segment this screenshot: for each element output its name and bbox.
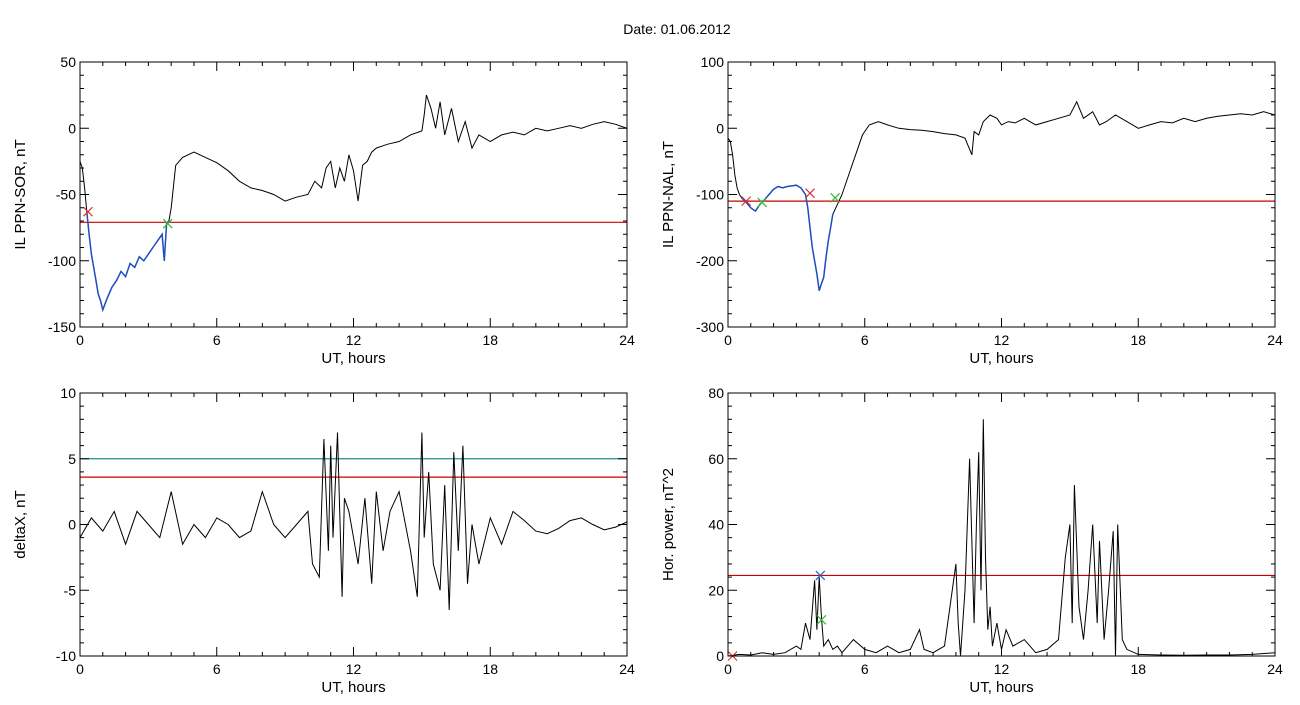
panel-power: 0 6 12 18 24 0 20 40 60 80 UT, hours Hor. power, nT… — [660, 385, 1283, 696]
y-tick-label: 0 — [716, 120, 724, 136]
series-line-power — [728, 419, 1275, 656]
y-tick-label: 40 — [708, 517, 724, 533]
marker-x — [806, 189, 815, 198]
y-tick-label: -10 — [56, 648, 76, 664]
series-line-sor — [80, 95, 627, 310]
x-tick-label: 0 — [76, 332, 84, 348]
y-tick-label: 0 — [68, 517, 76, 533]
y-tick-label: -5 — [64, 582, 77, 598]
x-tick-label: 18 — [482, 661, 498, 677]
x-tick-label: 12 — [994, 661, 1010, 677]
x-tick-label: 6 — [213, 332, 221, 348]
x-axis-label: UT, hours — [321, 679, 385, 696]
figure-canvas: Date: 01.06.2012 0 6 12 18 24-150-100-50050U… — [0, 0, 1300, 700]
x-tick-label: 12 — [994, 332, 1010, 348]
panel-sor: 0 6 12 18 24 -150 -100 -50 0 50 UT, hours IL PPN-SO… — [12, 54, 635, 367]
x-axis-label: UT, hours — [321, 350, 385, 367]
x-tick-label: 24 — [619, 332, 635, 348]
y-tick-label: -100 — [696, 187, 724, 203]
y-tick-label: -150 — [48, 319, 76, 335]
y-tick-label: 50 — [60, 54, 76, 70]
x-tick-label: 12 — [346, 332, 362, 348]
y-axis-label: deltaX, nT — [12, 490, 29, 558]
y-axis-label: Hor. power, nT^2 — [660, 468, 677, 581]
plot-frame — [80, 62, 627, 327]
marker-x — [83, 207, 92, 216]
y-tick-label: -50 — [56, 187, 76, 203]
y-tick-label: 10 — [60, 385, 76, 401]
y-tick-label: -200 — [696, 253, 724, 269]
series-line-nal — [728, 102, 1275, 291]
y-tick-label: 20 — [708, 582, 724, 598]
plot-frame — [80, 393, 627, 656]
x-tick-label: 18 — [1130, 332, 1146, 348]
y-tick-label: 0 — [716, 648, 724, 664]
figure-title: Date: 01.06.2012 — [623, 21, 731, 37]
x-tick-label: 12 — [346, 661, 362, 677]
panel-nal: 0 6 12 18 24 -300 -200 -100 0 100 UT, hours IL PPN-… — [660, 54, 1283, 367]
x-tick-label: 6 — [861, 332, 869, 348]
y-tick-label: 5 — [68, 451, 76, 467]
x-tick-label: 0 — [724, 332, 732, 348]
y-tick-label: -100 — [48, 253, 76, 269]
figure: Date: 01.06.2012 0 6 12 18 24 -150 -100 -50 0 50 U… — [0, 0, 1300, 700]
y-tick-label: 100 — [701, 54, 725, 70]
y-tick-label: 80 — [708, 385, 724, 401]
y-axis-label: IL PPN-NAL, nT — [660, 141, 677, 248]
x-tick-label: 6 — [213, 661, 221, 677]
x-tick-label: 18 — [482, 332, 498, 348]
marker-x — [758, 198, 767, 207]
x-tick-label: 18 — [1130, 661, 1146, 677]
x-axis-label: UT, hours — [969, 679, 1033, 696]
y-tick-label: -300 — [696, 319, 724, 335]
x-tick-label: 24 — [1267, 661, 1283, 677]
x-tick-label: 0 — [76, 661, 84, 677]
plot-frame — [728, 393, 1275, 656]
x-tick-label: 24 — [619, 661, 635, 677]
y-tick-label: 0 — [68, 120, 76, 136]
x-axis-label: UT, hours — [969, 350, 1033, 367]
x-tick-label: 6 — [861, 661, 869, 677]
x-tick-label: 0 — [724, 661, 732, 677]
marker-x — [163, 219, 172, 228]
x-tick-label: 24 — [1267, 332, 1283, 348]
panel-deltax: 0 6 12 18 24 -10 -5 0 5 10 UT, hours deltaX, nT — [12, 385, 635, 696]
y-tick-label: 60 — [708, 451, 724, 467]
plot-frame — [728, 62, 1275, 327]
highlight-segment — [87, 212, 169, 310]
y-axis-label: IL PPN-SOR, nT — [12, 139, 29, 249]
